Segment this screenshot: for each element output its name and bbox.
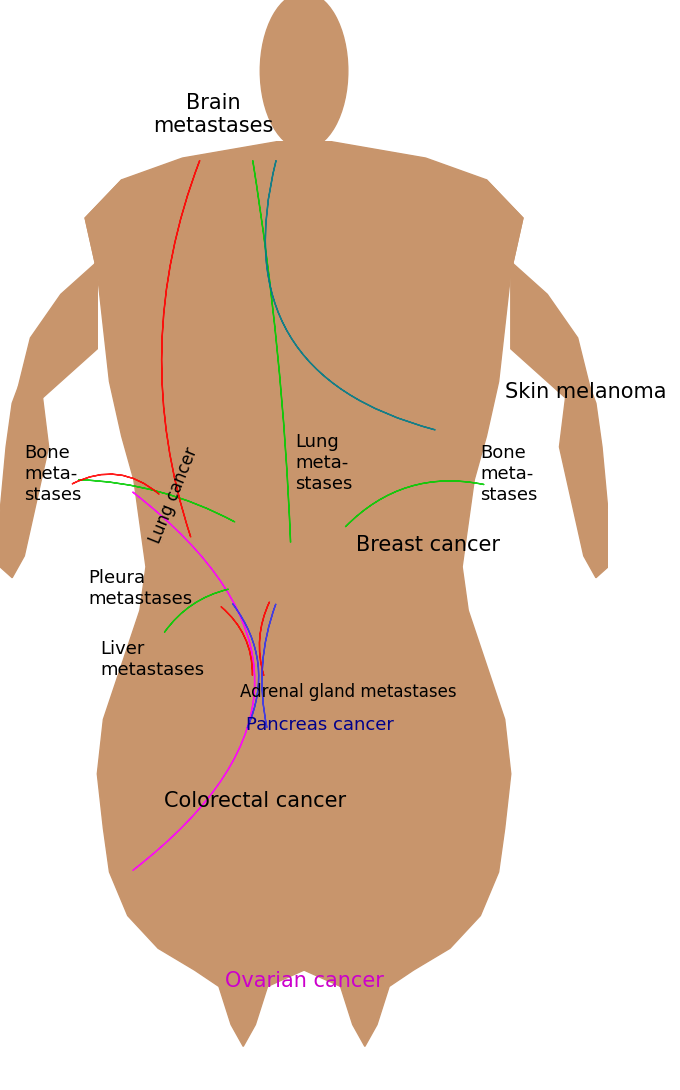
Polygon shape [560,387,608,578]
Text: Pancreas cancer: Pancreas cancer [246,716,394,734]
FancyArrowPatch shape [253,161,290,542]
Circle shape [260,0,348,149]
Text: Skin melanoma: Skin melanoma [505,383,666,402]
FancyArrowPatch shape [72,474,159,494]
FancyArrowPatch shape [259,602,269,676]
FancyArrowPatch shape [162,160,200,537]
Polygon shape [85,142,523,1046]
Polygon shape [277,142,331,185]
FancyArrowPatch shape [233,604,258,728]
Polygon shape [0,387,49,578]
Polygon shape [18,180,122,398]
Text: Bone
meta-
stases: Bone meta- stases [24,445,82,504]
Text: Breast cancer: Breast cancer [356,535,500,555]
Text: Ovarian cancer: Ovarian cancer [224,971,384,991]
FancyArrowPatch shape [165,590,228,632]
Text: Bone
meta-
stases: Bone meta- stases [480,445,538,504]
Text: Adrenal gland metastases: Adrenal gland metastases [240,683,457,701]
Text: Pleura
metastases: Pleura metastases [88,569,192,608]
Polygon shape [486,180,590,398]
FancyArrowPatch shape [79,480,235,522]
Text: Lung cancer: Lung cancer [146,446,201,546]
FancyArrowPatch shape [265,160,435,429]
Text: Lung
meta-
stases: Lung meta- stases [295,434,352,493]
Text: Brain
metastases: Brain metastases [152,93,273,136]
FancyArrowPatch shape [133,493,255,870]
Text: Colorectal cancer: Colorectal cancer [165,791,347,811]
FancyArrowPatch shape [262,604,275,728]
FancyArrowPatch shape [345,481,483,526]
Text: Liver
metastases: Liver metastases [101,640,205,679]
FancyArrowPatch shape [221,607,252,675]
